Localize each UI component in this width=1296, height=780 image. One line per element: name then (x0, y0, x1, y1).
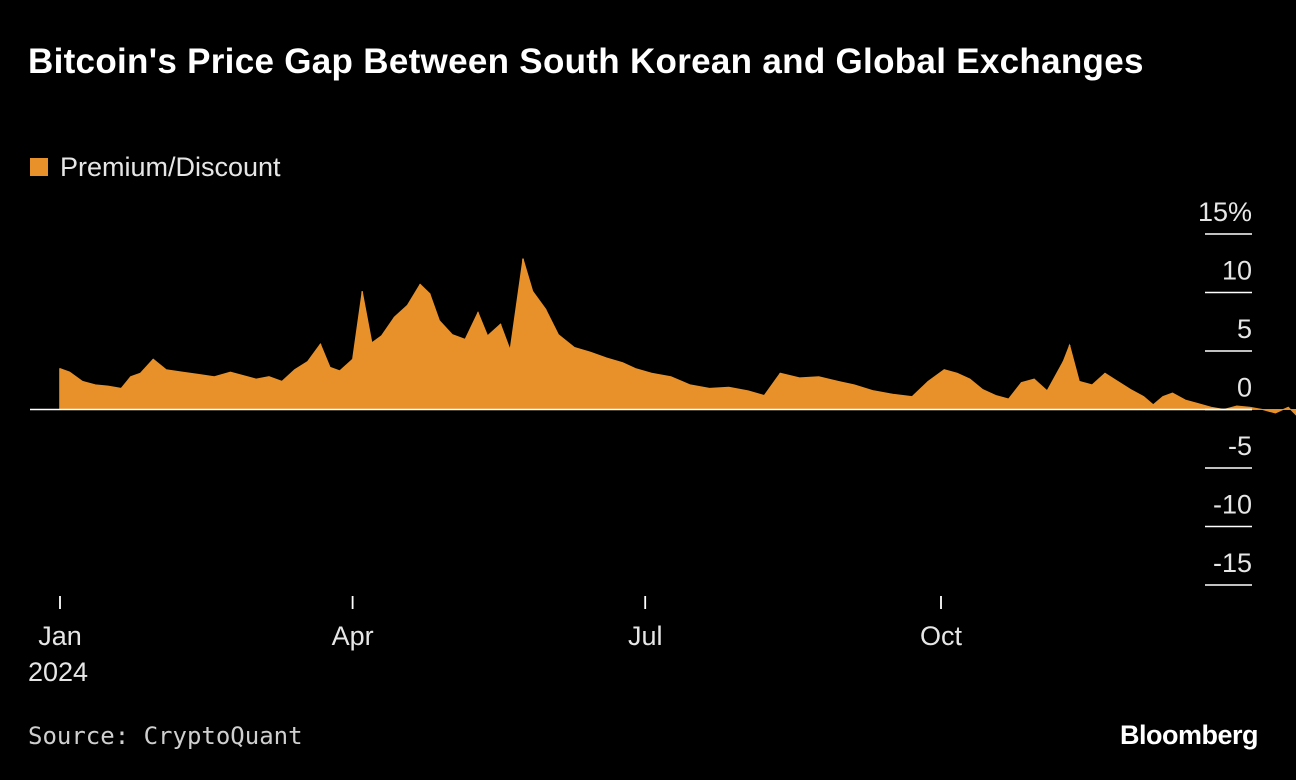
chart-plot: 15% 10 5 0 -5 -10 -15 Jan 2024 Apr Jul Oct (28, 197, 1296, 687)
series-area-premium-discount (59, 258, 1296, 416)
chart-legend: Premium/Discount (30, 152, 281, 182)
y-axis-group: 15% 10 5 0 -5 -10 -15 (1198, 197, 1252, 586)
source-note: Source: CryptoQuant (28, 722, 303, 750)
x-tick-label: Jan (38, 621, 82, 651)
x-tick-label: Oct (920, 621, 963, 651)
x-tick-label: Apr (332, 621, 374, 651)
brand-logo: Bloomberg (1119, 720, 1259, 750)
y-tick-label: 10 (1222, 256, 1252, 286)
series-area-group (59, 258, 1296, 416)
y-tick-label: -10 (1213, 490, 1252, 520)
y-tick-label: 0 (1237, 373, 1252, 403)
y-tick-label: 5 (1237, 314, 1252, 344)
legend-label: Premium/Discount (60, 151, 281, 182)
y-tick-label: 15% (1198, 197, 1252, 227)
chart-title: Bitcoin's Price Gap Between South Korean… (28, 42, 1144, 81)
x-tick-sublabel: 2024 (28, 657, 88, 687)
x-axis-group: Jan 2024 Apr Jul Oct (28, 596, 962, 687)
x-tick-label: Jul (628, 621, 663, 651)
legend-swatch (30, 158, 48, 176)
y-tick-label: -5 (1228, 431, 1252, 461)
y-tick-label: -15 (1213, 548, 1252, 578)
